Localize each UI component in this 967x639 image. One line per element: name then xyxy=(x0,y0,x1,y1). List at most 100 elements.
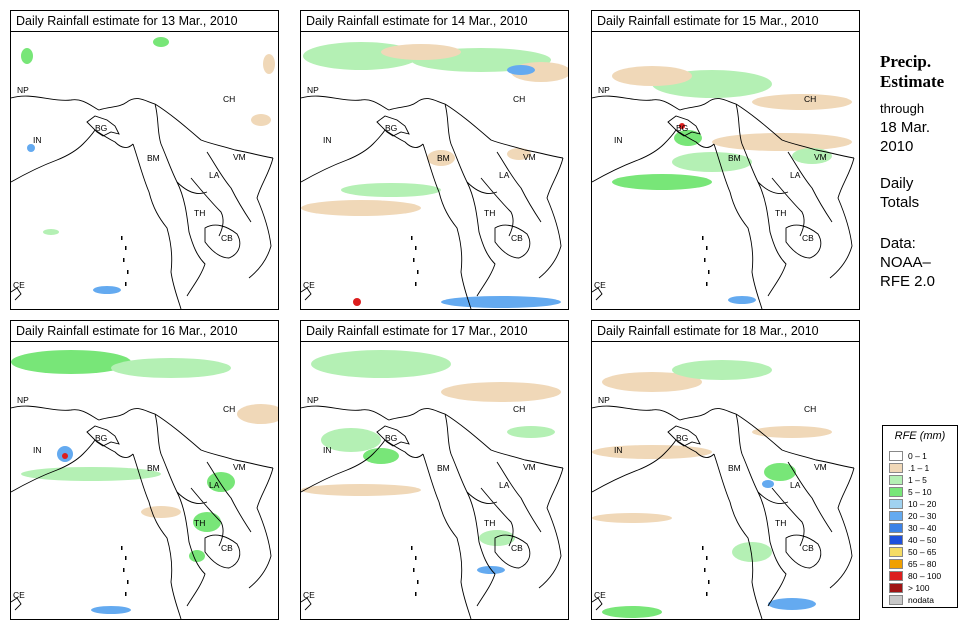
rainfall-area xyxy=(353,298,361,306)
map-panel-18-mar: NP IN BG BM CH VM LA TH CB CE xyxy=(591,341,860,620)
country-border xyxy=(301,405,446,421)
legend-item: 20 – 30 xyxy=(889,510,936,521)
country-border xyxy=(301,129,386,183)
rainfall-area xyxy=(507,426,555,438)
island xyxy=(415,282,417,286)
country-border xyxy=(204,534,241,569)
country-label: LA xyxy=(209,480,220,490)
legend-swatch xyxy=(889,498,903,509)
country-border xyxy=(829,467,855,589)
country-border xyxy=(11,597,22,611)
rainfall-area xyxy=(111,358,231,378)
country-border xyxy=(11,95,156,111)
rainfall-area xyxy=(301,200,421,216)
country-label: NP xyxy=(307,395,319,405)
sidebar-through: through xyxy=(880,101,925,116)
country-label: IN xyxy=(614,445,623,455)
country-label: LA xyxy=(209,170,220,180)
legend-title: RFE (mm) xyxy=(894,430,946,442)
country-border xyxy=(713,453,763,619)
country-border xyxy=(94,129,134,149)
country-label: CB xyxy=(221,543,233,553)
country-label: CB xyxy=(511,233,523,243)
panel-title-18-mar: Daily Rainfall estimate for 18 Mar., 201… xyxy=(591,320,860,341)
country-border xyxy=(538,467,564,589)
island xyxy=(125,246,127,250)
legend-swatch xyxy=(889,534,903,545)
country-border xyxy=(480,487,514,547)
country-label: BG xyxy=(95,433,108,443)
country-border xyxy=(713,143,763,309)
country-label: CH xyxy=(223,404,236,414)
country-border xyxy=(496,461,542,533)
island xyxy=(706,246,708,250)
island xyxy=(704,258,706,262)
legend-item: > 100 xyxy=(889,582,930,593)
country-label: NP xyxy=(598,85,610,95)
map-canvas xyxy=(301,42,568,309)
map-canvas xyxy=(11,37,275,309)
country-label: CH xyxy=(804,94,817,104)
country-border xyxy=(735,103,789,194)
island xyxy=(417,580,419,584)
map-canvas xyxy=(592,360,855,619)
country-border xyxy=(11,439,96,493)
panel-title-13-mar: Daily Rainfall estimate for 13 Mar., 201… xyxy=(10,10,279,31)
rainfall-area xyxy=(507,148,531,160)
rainfall-area xyxy=(193,512,221,532)
country-label: NP xyxy=(17,85,29,95)
country-border xyxy=(94,439,134,459)
legend-label: 50 – 65 xyxy=(908,546,937,557)
country-label: VM xyxy=(233,462,246,472)
rainfall-area xyxy=(507,65,535,75)
country-border xyxy=(376,425,410,447)
country-label: TH xyxy=(775,208,787,218)
sidebar-data-label: Data: xyxy=(880,235,916,252)
country-border xyxy=(466,181,496,297)
country-label: CE xyxy=(303,280,315,290)
country-label: CH xyxy=(223,94,236,104)
country-border xyxy=(592,405,737,421)
map-panel-15-mar: NP IN BG BM CH VM LA TH CB CE xyxy=(591,31,860,310)
island xyxy=(411,236,413,240)
country-label: IN xyxy=(33,135,42,145)
island xyxy=(706,282,708,286)
legend-swatch xyxy=(889,510,903,521)
country-border xyxy=(444,103,564,159)
country-label: VM xyxy=(523,152,536,162)
map-canvas xyxy=(592,66,855,309)
legend-swatch xyxy=(889,474,903,485)
country-border xyxy=(667,425,701,447)
island xyxy=(411,546,413,550)
country-label: TH xyxy=(194,518,206,528)
island xyxy=(415,556,417,560)
island xyxy=(704,568,706,572)
country-border xyxy=(675,439,715,459)
country-border xyxy=(154,413,208,504)
legend-item: .1 – 1 xyxy=(889,462,929,473)
country-border xyxy=(496,151,542,223)
rainfall-area xyxy=(752,94,852,110)
country-border xyxy=(154,103,274,159)
rainfall-area xyxy=(672,152,752,172)
country-border xyxy=(154,103,208,194)
legend-label: 30 – 40 xyxy=(908,522,937,533)
country-border xyxy=(785,224,822,259)
country-label: BG xyxy=(676,123,689,133)
legend-label: 0 – 1 xyxy=(908,450,927,461)
legend-swatch xyxy=(889,546,903,557)
country-border xyxy=(422,143,472,309)
country-border xyxy=(757,491,787,607)
legend-item: 50 – 65 xyxy=(889,546,936,557)
country-label: NP xyxy=(307,85,319,95)
country-label: IN xyxy=(323,135,332,145)
rainfall-area xyxy=(237,404,278,424)
map-panel-16-mar: NP IN BG BM CH VM LA TH CB CE xyxy=(10,341,279,620)
country-border xyxy=(592,439,677,493)
country-border xyxy=(735,103,855,159)
rainfall-area xyxy=(479,530,515,546)
country-label: VM xyxy=(814,152,827,162)
island xyxy=(417,270,419,274)
island xyxy=(125,556,127,560)
country-border xyxy=(132,453,182,619)
